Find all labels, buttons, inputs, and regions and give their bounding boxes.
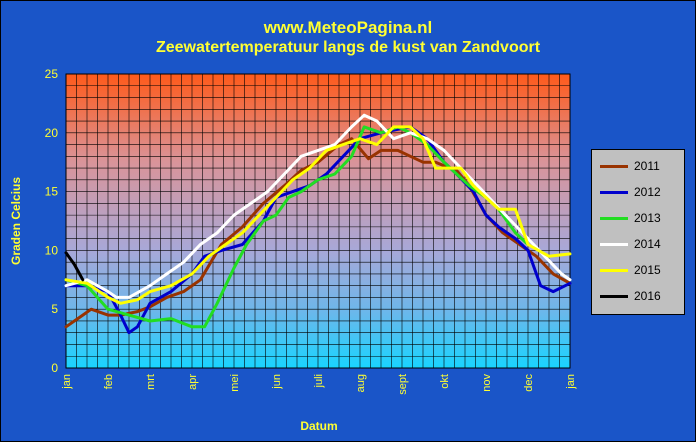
y-tick-labels: 0 5 10 15 20 25 [45,67,59,375]
x-tick-label: juli [313,374,325,388]
legend-item-2014: 2014 [592,234,684,254]
x-tick-label: jan [565,374,577,390]
x-tick-label: aug [355,374,367,392]
legend-swatch [600,217,628,220]
legend-label: 2011 [634,159,660,173]
legend-swatch [600,243,628,246]
x-tick-label: nov [481,374,493,392]
legend-item-2015: 2015 [592,260,684,280]
legend-swatch [600,269,628,272]
x-tick-label: mrt [145,374,157,390]
series-line-2014 [64,113,572,299]
legend-item-2016: 2016 [592,286,684,306]
x-tick-label: sept [397,374,409,395]
y-tick-label: 0 [51,361,58,375]
x-tick-label: jan [61,374,73,390]
series-line-2013 [64,125,530,329]
y-axis-label: Graden Celcius [9,177,23,265]
y-tick-label: 15 [45,185,59,199]
legend-label: 2013 [634,211,661,225]
site-title: www.MeteoPagina.nl [263,18,433,37]
x-axis-label: Datum [300,419,337,433]
x-tick-label: jun [271,374,283,390]
legend-swatch [600,295,628,298]
x-tick-label: okt [439,374,451,389]
y-tick-label: 10 [45,243,59,257]
series-line-2015 [64,125,572,305]
x-tick-label: mei [229,374,241,392]
legend-label: 2012 [634,185,661,199]
x-tick-label: apr [187,374,199,390]
y-tick-label: 25 [45,67,59,81]
legend-item-2013: 2013 [592,208,684,228]
legend-label: 2016 [634,289,661,303]
legend: 2011 2012 2013 2014 2015 2016 [591,149,685,315]
y-tick-label: 5 [51,302,58,316]
series-line-2016 [64,251,85,282]
series-lines [64,113,572,335]
legend-swatch [600,191,628,194]
legend-item-2011: 2011 [592,156,684,176]
legend-swatch [600,165,628,168]
legend-label: 2014 [634,237,661,251]
y-tick-label: 20 [45,126,59,140]
chart-title: Zeewatertemperatuur langs de kust van Za… [155,39,541,56]
legend-item-2012: 2012 [592,182,684,202]
x-tick-labels: jan feb mrt apr mei jun juli aug sept okt nov dec ja… [61,374,577,395]
x-tick-label: dec [523,374,535,392]
legend-label: 2015 [634,263,661,277]
x-tick-label: feb [103,374,115,389]
